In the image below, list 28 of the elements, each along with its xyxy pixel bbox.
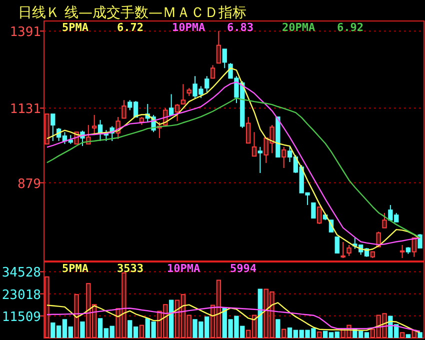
bar [400, 332, 405, 338]
bar [74, 294, 79, 338]
bar [168, 300, 174, 338]
annotation: 6.83 [227, 21, 254, 34]
text: 10PMA [172, 21, 206, 34]
bar [139, 324, 144, 338]
bar [317, 331, 322, 338]
y-tick-label: 23018 [2, 288, 41, 303]
text: 5PMA [62, 21, 89, 34]
annotation: 6.92 [337, 21, 364, 34]
bar [418, 332, 422, 338]
text: 5PMA [62, 262, 89, 275]
bar [258, 288, 262, 338]
bar [276, 319, 280, 338]
bar [80, 321, 85, 338]
annotation: 5994 [230, 262, 257, 275]
y-tick-label: 1391 [10, 25, 41, 40]
y-tick-label: 11509 [2, 310, 41, 325]
y-tick-label: 1131 [10, 102, 41, 118]
text: 10PMA [167, 262, 200, 275]
bar [282, 328, 286, 338]
y-tick-label: 34528 [2, 266, 41, 281]
text: 20PMA [282, 21, 316, 34]
chart-title: 日线Ｋ 线—成交手数—ＭＡＣＤ指标 [18, 5, 246, 21]
bar [406, 334, 411, 338]
annotation: 3533 [117, 262, 144, 275]
y-tick-label: 879 [18, 176, 41, 192]
annotation: 6.72 [117, 21, 144, 34]
